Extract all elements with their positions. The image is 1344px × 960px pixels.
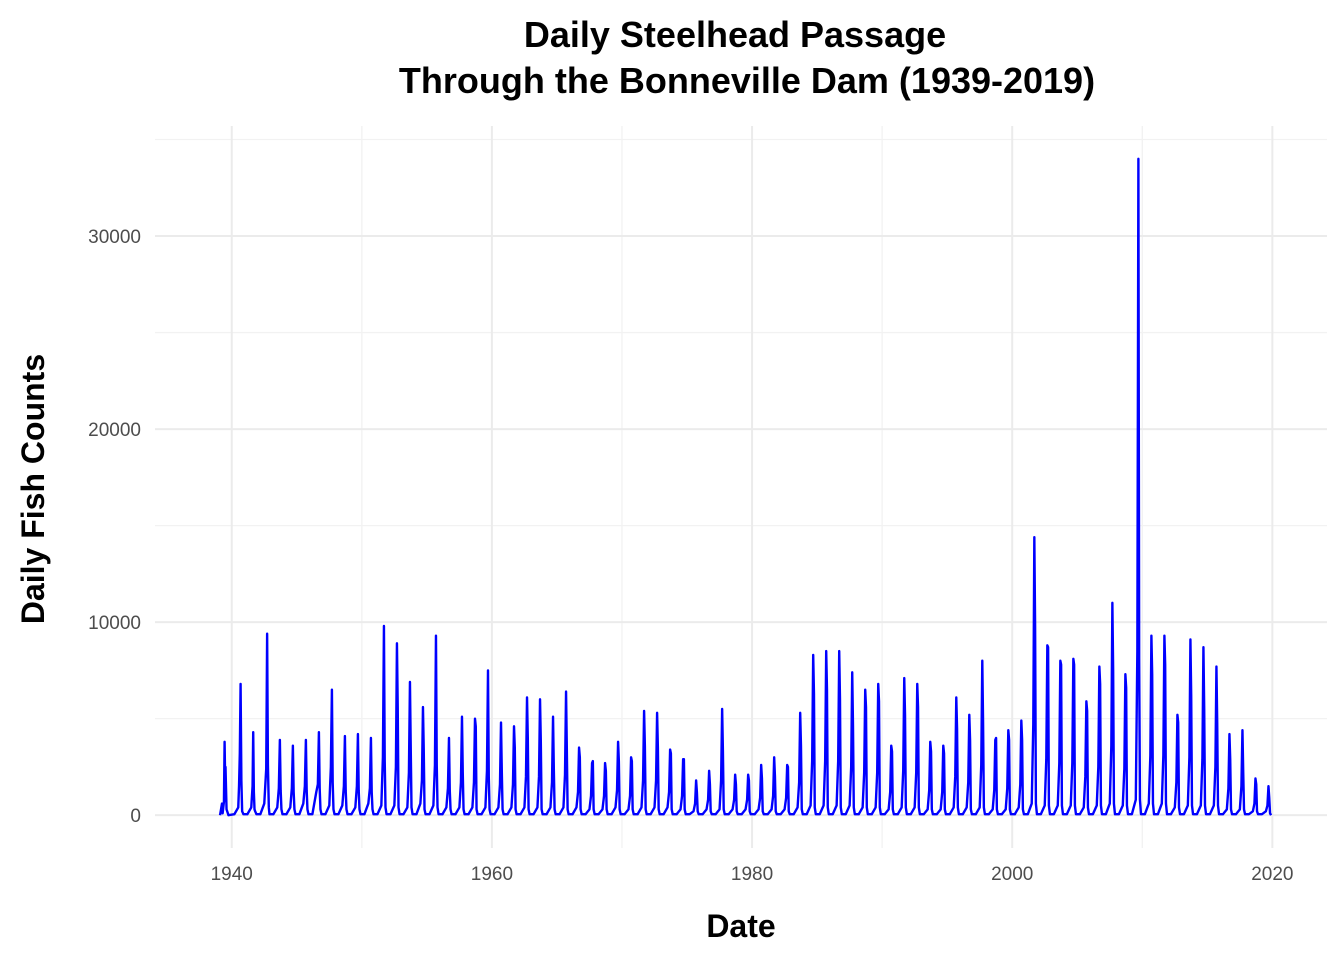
x-tick-label: 2020	[1251, 864, 1293, 885]
y-tick-labels: 0 10000 20000 30000	[88, 227, 141, 827]
y-tick-label: 20000	[88, 420, 141, 441]
x-tick-label: 1960	[471, 864, 513, 885]
y-tick-label: 10000	[88, 613, 141, 634]
chart-title-line-2: Through the Bonneville Dam (1939-2019)	[399, 60, 1095, 101]
series-line	[218, 157, 1273, 817]
y-tick-label: 0	[130, 806, 141, 827]
chart-title-line-1: Daily Steelhead Passage	[524, 14, 946, 55]
x-axis-title: Date	[706, 908, 775, 944]
x-tick-label: 1940	[211, 864, 253, 885]
x-tick-labels: 1940 1960 1980 2000 2020	[211, 864, 1294, 885]
y-axis-title: Daily Fish Counts	[15, 354, 51, 624]
x-tick-label: 2000	[991, 864, 1033, 885]
x-tick-label: 1980	[731, 864, 773, 885]
y-tick-label: 30000	[88, 227, 141, 248]
